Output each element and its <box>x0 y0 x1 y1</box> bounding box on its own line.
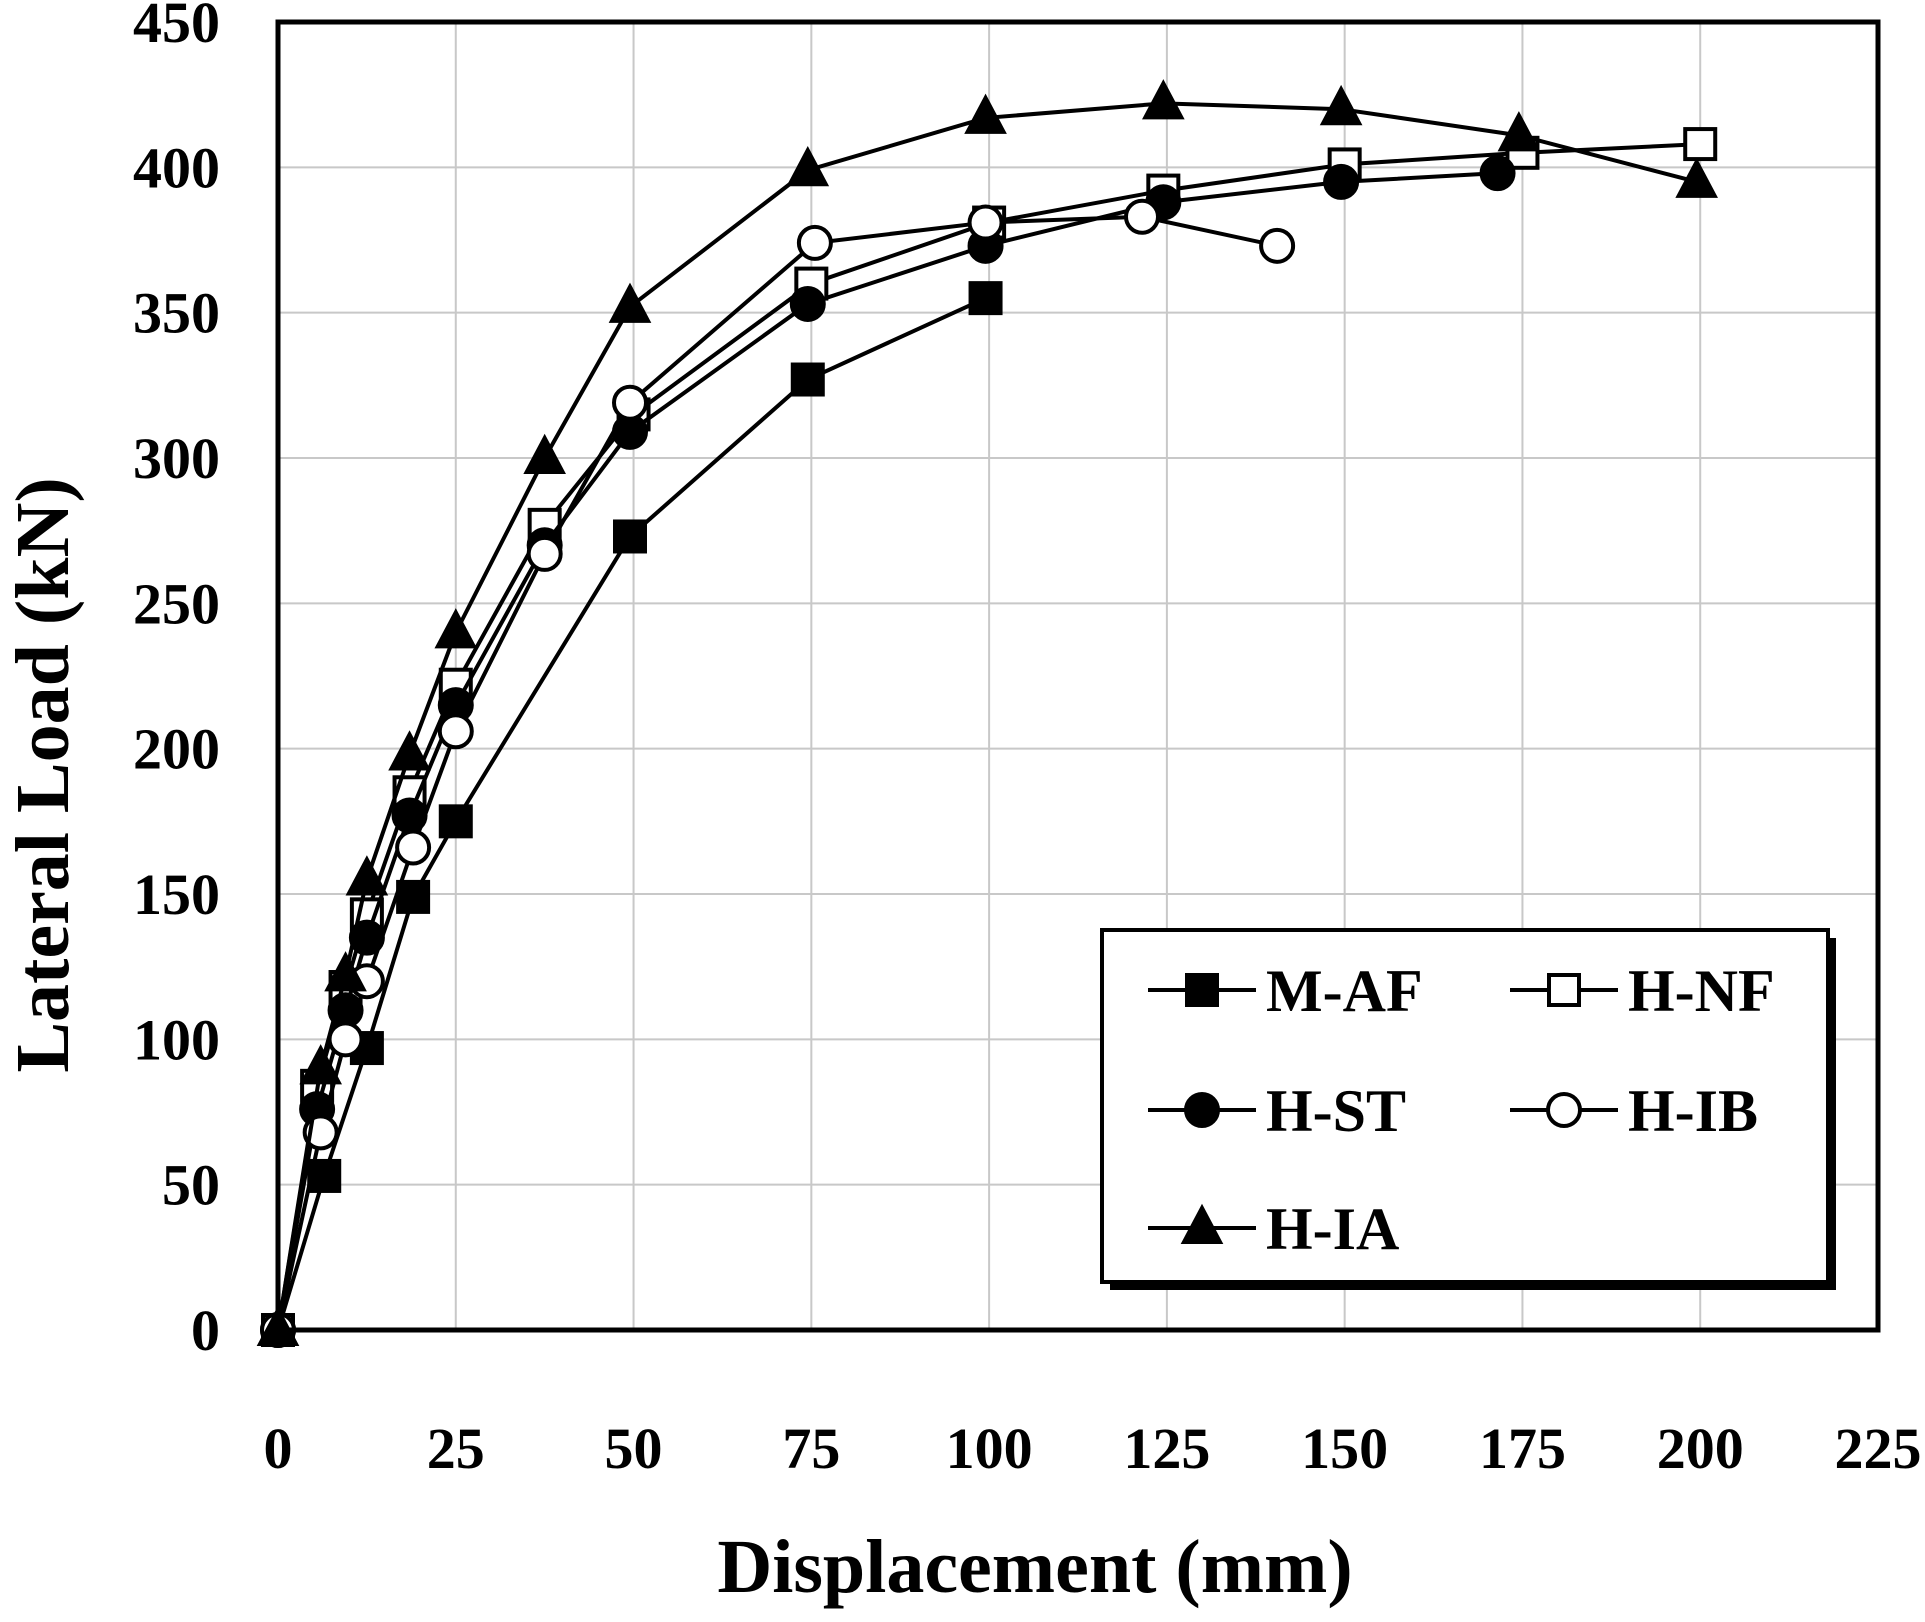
legend-item-h-ib: H-IB <box>1510 1078 1758 1144</box>
data-point-h-st <box>1479 155 1516 192</box>
y-tick-label: 150 <box>133 862 220 927</box>
data-point-h-ia <box>786 145 830 187</box>
x-tick-label: 0 <box>264 1416 293 1481</box>
y-tick-label: 300 <box>133 426 220 491</box>
y-tick-label: 250 <box>133 571 220 636</box>
y-tick-label: 450 <box>133 0 220 55</box>
data-point-h-ib <box>796 224 833 261</box>
data-point-m-af <box>613 519 647 554</box>
data-point-h-ib <box>1124 198 1160 235</box>
data-point-h-ia <box>523 433 566 474</box>
y-tick-label: 350 <box>133 281 220 346</box>
x-tick-label: 225 <box>1835 1416 1922 1481</box>
data-point-m-af <box>790 362 825 397</box>
legend-label-h-nf: H-NF <box>1628 958 1775 1024</box>
y-tick-label: 0 <box>191 1298 220 1363</box>
x-tick-label: 175 <box>1479 1416 1566 1481</box>
x-tick-label: 150 <box>1301 1416 1388 1481</box>
data-point-h-ia <box>324 951 367 992</box>
data-point-h-st <box>789 285 826 322</box>
data-point-h-st <box>1323 163 1360 200</box>
legend-marker-h-nf <box>1547 973 1581 1007</box>
legend-item-h-st: H-ST <box>1148 1078 1406 1144</box>
data-point-h-ib <box>612 384 648 421</box>
data-point-h-ia <box>1675 157 1718 198</box>
legend-marker-h-ib <box>1546 1092 1582 1128</box>
legend-marker-h-st <box>1184 1092 1220 1128</box>
data-point-h-ia <box>1319 84 1363 126</box>
series-line-m-af <box>276 296 987 1331</box>
legend-label-h-ia: H-IA <box>1266 1196 1399 1262</box>
data-point-h-ia <box>345 855 389 896</box>
y-tick-label: 400 <box>133 135 220 200</box>
series-h-ib <box>260 198 1296 1348</box>
legend-item-h-nf: H-NF <box>1510 958 1775 1024</box>
data-point-h-ia <box>388 730 431 771</box>
data-point-h-ib <box>395 829 432 866</box>
plot-frame <box>275 19 1881 1333</box>
data-point-h-ia <box>1497 111 1541 152</box>
x-tick-label: 25 <box>427 1416 485 1481</box>
y-tick-label: 100 <box>133 1007 220 1072</box>
x-tick-label: 75 <box>782 1416 840 1481</box>
x-tick-label: 125 <box>1123 1416 1210 1481</box>
data-point-h-ib <box>526 535 563 572</box>
y-tick-label: 50 <box>162 1153 220 1218</box>
data-point-h-ia <box>299 1044 342 1085</box>
data-point-h-ib <box>437 713 474 750</box>
series-h-ia <box>256 79 1718 1346</box>
data-point-h-ib <box>327 1021 364 1058</box>
x-tick-label: 200 <box>1657 1416 1744 1481</box>
y-tick-label: 200 <box>133 717 220 782</box>
x-tick-label: 50 <box>605 1416 663 1481</box>
data-point-h-ia <box>1142 79 1185 120</box>
legend-label-m-af: M-AF <box>1266 958 1423 1024</box>
data-point-h-ia <box>964 93 1007 134</box>
series-layer <box>256 79 1718 1348</box>
data-point-h-ib <box>967 204 1004 241</box>
data-point-m-af <box>438 804 473 839</box>
data-point-h-nf <box>1683 127 1718 162</box>
grid-lines <box>278 22 1878 1330</box>
y-axis-title: Lateral Load (kN) <box>1 477 85 1072</box>
x-axis-ticks: 0 25 50 75 100 125 150 175 200 225 <box>264 1416 1922 1481</box>
legend-item-h-ia: H-IA <box>1148 1196 1399 1262</box>
legend: M-AF H-NF H-ST H-IB H-IA <box>1100 928 1836 1290</box>
legend-item-m-af: M-AF <box>1148 958 1423 1024</box>
legend-marker-m-af <box>1185 973 1219 1007</box>
y-axis-ticks: 0 50 100 150 200 250 300 350 400 450 <box>133 0 220 1363</box>
legend-marker-h-ia <box>1180 1203 1224 1244</box>
x-tick-label: 100 <box>946 1416 1033 1481</box>
x-axis-title: Displacement (mm) <box>717 1525 1352 1609</box>
legend-label-h-ib: H-IB <box>1628 1078 1758 1144</box>
data-point-h-ia <box>608 282 652 323</box>
data-point-h-ib <box>1259 227 1296 264</box>
data-point-m-af <box>396 879 431 914</box>
data-point-m-af <box>968 281 1003 316</box>
legend-items: M-AF H-NF H-ST H-IB H-IA <box>1148 958 1775 1262</box>
data-point-h-ia <box>434 608 478 649</box>
legend-label-h-st: H-ST <box>1266 1078 1406 1144</box>
